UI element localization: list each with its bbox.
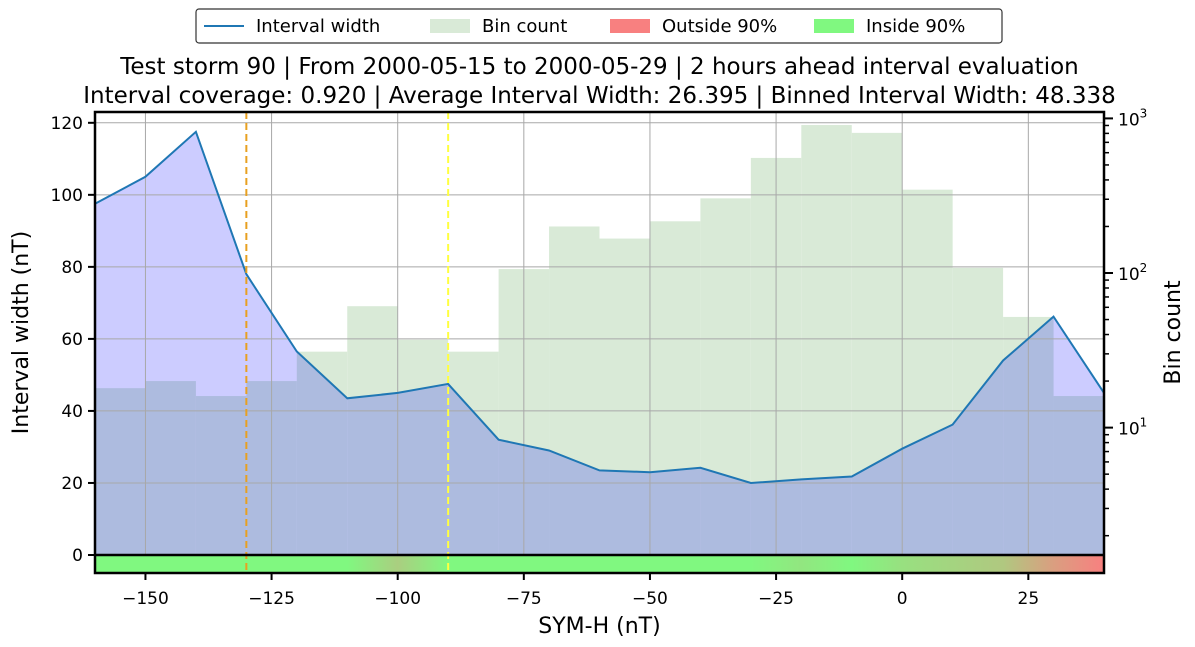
x-tick-label: −75: [506, 589, 542, 609]
legend-label: Bin count: [482, 16, 567, 37]
x-tick-label: 0: [897, 589, 908, 609]
bin-count-bar: [902, 189, 953, 555]
y-tick-label: 40: [61, 402, 83, 422]
y2-tick-base: 10: [1118, 420, 1140, 440]
y-tick-label: 80: [61, 258, 83, 278]
x-tick-label: −125: [248, 589, 295, 609]
y-tick-label: 20: [61, 474, 83, 494]
x-tick-label: −25: [758, 589, 794, 609]
bin-count-bar: [851, 132, 903, 555]
bin-count-bar: [1053, 396, 1104, 555]
bin-count-bar: [599, 238, 650, 555]
legend-frame: [195, 8, 1003, 44]
bin-count-bar: [347, 306, 398, 555]
interval-width-line: [95, 130, 1104, 485]
bin-count-bar: [700, 198, 751, 555]
y2-tick-base: 10: [1118, 110, 1140, 130]
bin-count-bar: [95, 388, 146, 555]
y-tick-label: 100: [51, 186, 83, 206]
plot-frame: [93, 110, 1106, 575]
interval-width-fill: [95, 131, 1104, 555]
y2-tick-label: 101: [1118, 416, 1147, 440]
x-tick-label: −150: [122, 589, 169, 609]
y2-tick-base: 10: [1118, 265, 1140, 285]
y2-tick-exponent: 3: [1140, 106, 1148, 120]
y-tick-label: 60: [61, 330, 83, 350]
y2-axis-title: Bin count: [1161, 280, 1186, 385]
y2-tick-exponent: 2: [1140, 261, 1148, 275]
bin-count-bar: [145, 381, 196, 555]
y2-tick-label: 103: [1118, 106, 1147, 130]
legend: Interval width Bin count Outside 90% Inside…: [195, 8, 1003, 44]
plot-area: [95, 112, 1104, 555]
x-tick-label: −50: [632, 589, 668, 609]
y2-tick-exponent: 1: [1140, 416, 1148, 430]
chart-title: Test storm 90 | From 2000-05-15 to 2000-…: [119, 54, 1079, 80]
y2-tick-label: 102: [1118, 261, 1147, 285]
coverage-strip: [95, 555, 1104, 573]
y-tick-label: 120: [51, 114, 83, 134]
legend-swatch: [610, 19, 650, 33]
legend-swatch: [430, 19, 470, 33]
x-axis-title: SYM-H (nT): [538, 614, 660, 639]
legend-label: Inside 90%: [866, 16, 965, 37]
bin-count-bar: [195, 396, 247, 555]
bin-count-bar: [549, 226, 600, 555]
x-tick-label: −100: [374, 589, 421, 609]
legend-label: Outside 90%: [662, 16, 777, 37]
y-tick-label: 0: [72, 546, 83, 566]
legend-swatch: [814, 19, 854, 33]
bin-count-bar: [448, 351, 499, 555]
bin-count-bar: [296, 351, 348, 555]
legend-label: Interval width: [256, 16, 380, 37]
bin-count-bar: [649, 221, 701, 555]
chart-subtitle: Interval coverage: 0.920 | Average Inter…: [83, 83, 1115, 109]
y-axis-title: Interval width (nT): [9, 231, 34, 434]
bin-count-bar: [397, 339, 449, 555]
x-tick-label: 25: [1018, 589, 1040, 609]
